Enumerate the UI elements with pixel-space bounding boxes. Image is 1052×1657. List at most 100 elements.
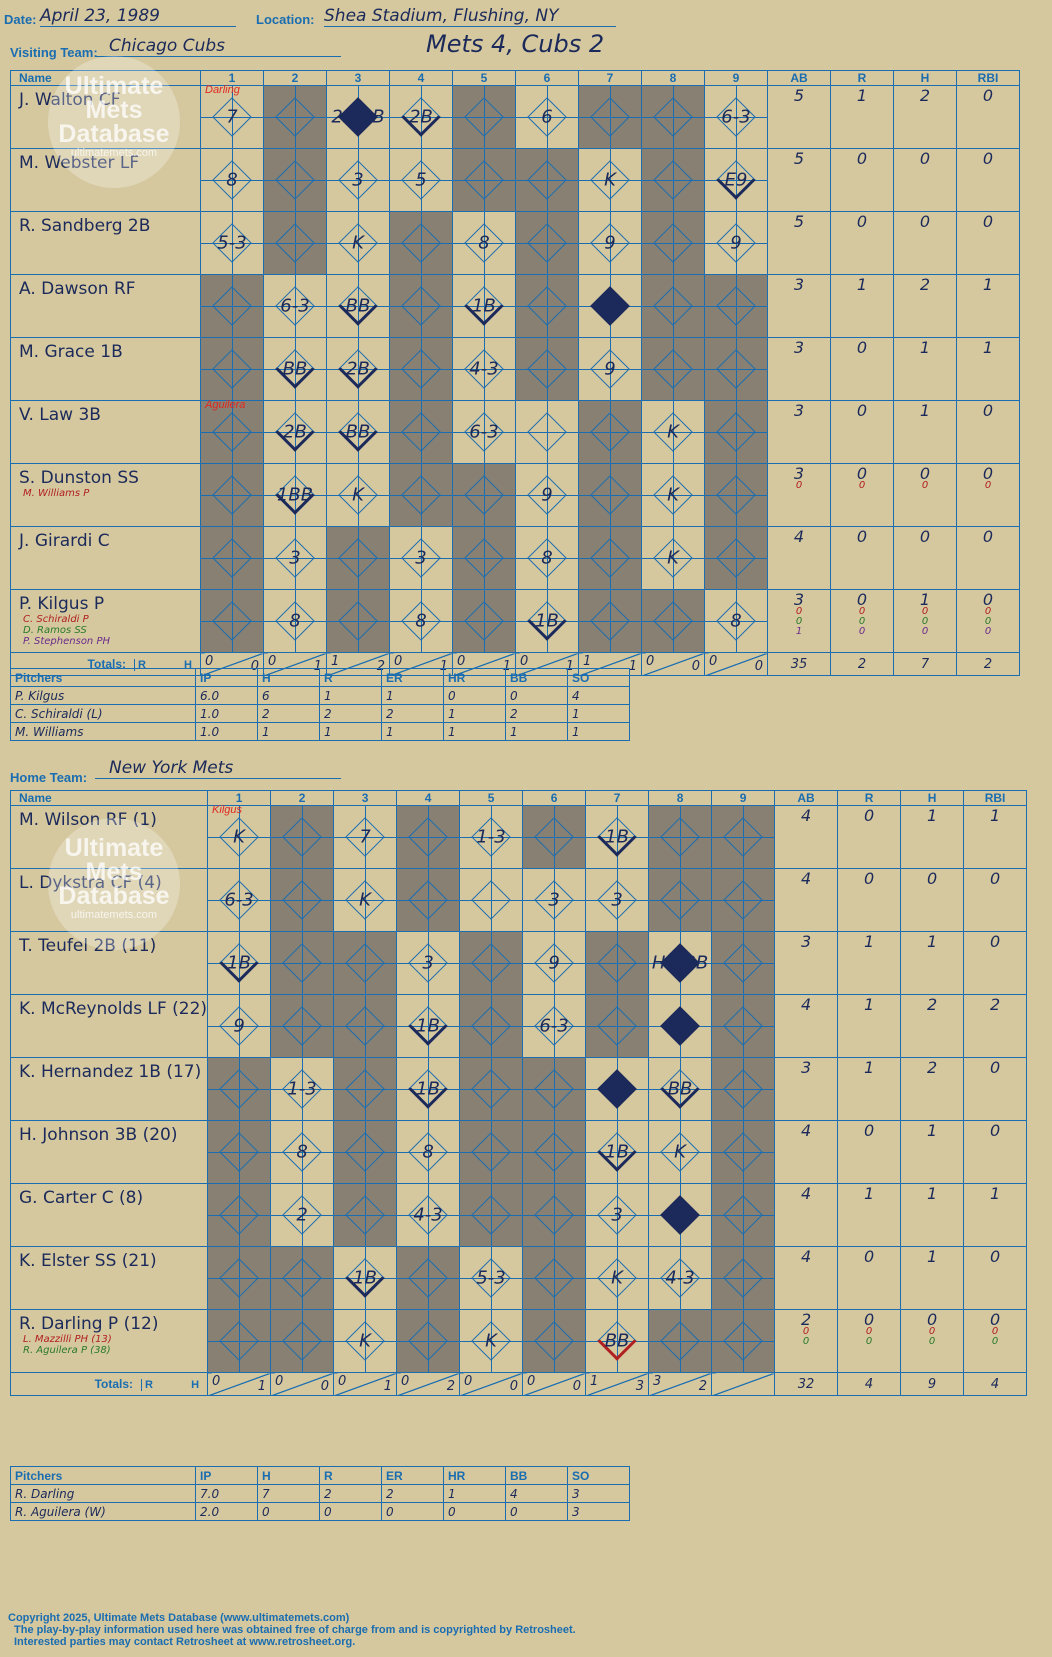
stat-value: 3: [793, 338, 805, 357]
inning-runs: 0: [527, 1374, 536, 1389]
vis-inning-cell: [515, 274, 579, 338]
home-stat-rbi: 0: [963, 1057, 1028, 1121]
base-diamond: [219, 1069, 259, 1109]
pitcher-stat-hr: 1: [443, 1484, 506, 1503]
h-key: H: [184, 659, 192, 671]
vis-inning-header-8: 8: [641, 70, 705, 86]
vis-inning-cell: Aguilera: [200, 399, 264, 464]
vis-batter-name-cell: P. Kilgus P C. Schiraldi P D. Ramos SS P. S…: [10, 589, 201, 653]
play-result: K: [667, 421, 679, 443]
sub-stat-value: 1: [795, 626, 803, 637]
stat-value: 1: [926, 1121, 938, 1140]
inning-runs: 0: [212, 1374, 221, 1389]
play-result: 6: [541, 106, 553, 128]
inning-hits: 0: [572, 1379, 582, 1394]
vis-inning-cell: [200, 337, 264, 401]
base-diamond: [534, 1195, 574, 1235]
play-result: HR: [667, 1204, 694, 1226]
vis-inning-cell: [326, 589, 390, 653]
home-inning-cell: K: [333, 1309, 398, 1373]
stat-value: 0: [989, 1058, 1001, 1077]
stat-value: 2: [926, 995, 938, 1014]
pitcher-stat-er: 0: [381, 1502, 444, 1521]
base-diamond: [723, 1069, 763, 1109]
pitcher-stat-er: 2: [381, 1484, 444, 1503]
home-stat-header-ab: AB: [774, 790, 839, 806]
vis-total-r: 2: [830, 652, 894, 676]
vis-inning-cell: [515, 211, 579, 275]
stat-value: 1: [919, 590, 931, 609]
base-diamond: [282, 1321, 322, 1361]
stat-value: 2: [926, 1058, 938, 1077]
base-diamond: [282, 1258, 322, 1298]
location-value: Shea Stadium, Flushing, NY: [324, 6, 616, 27]
home-inning-cell: [522, 1057, 587, 1121]
vis-batter-name-cell: S. Dunston SS M. Williams P: [10, 463, 201, 527]
vis-pitcher-row: P. Kilgus 6.0 6 1 1 0 0 4: [10, 686, 630, 705]
vis-inning-cell: [452, 589, 516, 653]
home-stat-ab: 3: [774, 931, 839, 995]
home-inning-cell: 1B: [333, 1246, 398, 1310]
stat-value: 3: [793, 590, 805, 609]
home-stat-rbi: 0: [963, 868, 1028, 932]
vis-batter-name-cell: M. Webster LF: [10, 148, 201, 212]
play-result: 8: [296, 1141, 308, 1163]
vis-batter-row: V. Law 3B Aguilera 2B BB 6-3 K 3 0 1 0: [10, 399, 1020, 464]
inning-hits: 2: [376, 659, 385, 674]
vis-stat-rbi: 1: [956, 337, 1020, 401]
play-result: K: [233, 826, 245, 848]
sub-stat-value: 0: [865, 1336, 873, 1347]
base-diamond: [716, 538, 756, 578]
vis-inning-cell: [200, 526, 264, 590]
vis-inning-cell: 8: [452, 211, 516, 275]
base-diamond: [660, 1321, 700, 1361]
base-diamond: [723, 880, 763, 920]
home-inning-header-9: 9: [711, 790, 776, 806]
vis-stat-rbi: 1: [956, 274, 1020, 338]
stat-value: 0: [856, 212, 868, 231]
vis-inning-header-6: 6: [515, 70, 579, 86]
home-stat-rbi: 0: [963, 1120, 1028, 1184]
vis-inning-cell: 6: [515, 85, 579, 149]
home-inning-cell: K: [333, 868, 398, 932]
vis-stat-r: 1: [830, 274, 894, 338]
home-inning-cell: [648, 868, 713, 932]
inning-runs: 0: [205, 654, 214, 669]
play-result: K: [674, 1141, 686, 1163]
stat-value: 1: [856, 275, 868, 294]
home-stat-ab: 4: [774, 1120, 839, 1184]
pitcher-stat-bb: 2: [505, 704, 568, 723]
vis-stat-header-r: R: [830, 70, 894, 86]
home-inning-cell: [270, 931, 335, 995]
pitcher-stat-bb: 0: [505, 686, 568, 705]
play-result: K: [667, 484, 679, 506]
vis-inning-cell: [704, 526, 768, 590]
vis-stat-h: 0: [893, 148, 957, 212]
home-inning-cell: [711, 1309, 776, 1373]
play-result: BB: [345, 295, 371, 317]
vis-inning-cell: [578, 400, 642, 464]
base-diamond: [401, 349, 441, 389]
home-inning-cell: BB: [648, 1057, 713, 1121]
pitcher-stat-r: 2: [319, 704, 382, 723]
vis-inning-header-4: 4: [389, 70, 453, 86]
play-result: 1B: [416, 1078, 440, 1100]
stat-value: 5: [793, 86, 805, 105]
play-result: K: [352, 484, 364, 506]
play-result: 5: [415, 169, 427, 191]
stat-value: 1: [919, 401, 931, 420]
play-result: 5-3: [476, 1267, 506, 1289]
pitcher-stat-ip: 6.0: [195, 686, 258, 705]
base-diamond: [723, 1132, 763, 1172]
home-stat-ab: 4: [774, 994, 839, 1058]
play-result: 1B: [227, 952, 251, 974]
pitcher-stat-hr: 1: [443, 704, 506, 723]
stat-value: 0: [863, 1247, 875, 1266]
vis-stat-h: 2: [893, 85, 957, 149]
base-diamond: [723, 817, 763, 857]
stat-value: 1: [919, 338, 931, 357]
stat-value: 0: [982, 527, 994, 546]
footer-copyright: Copyright 2025, Ultimate Mets Database (…: [8, 1612, 350, 1624]
base-diamond: [219, 1321, 259, 1361]
